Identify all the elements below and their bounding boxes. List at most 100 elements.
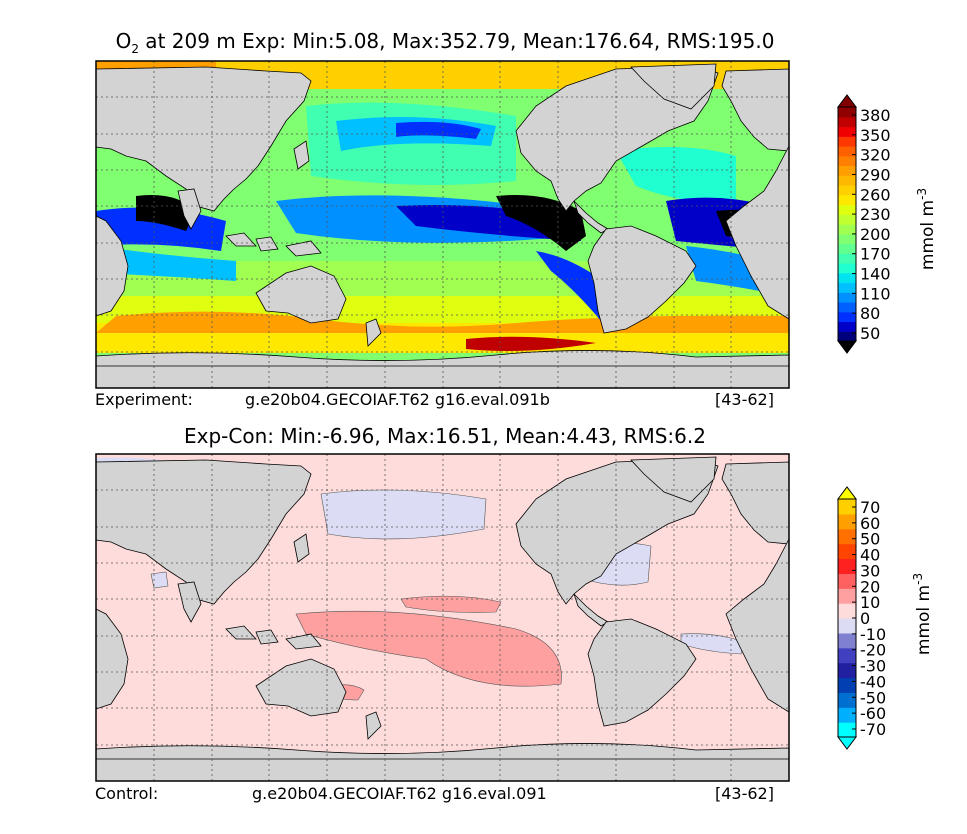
- colorbar-segment: [838, 185, 856, 196]
- top-footer-case: g.e20b04.GECOIAF.T62 g16.eval.091b: [245, 390, 550, 409]
- colorbar-segment: [838, 175, 856, 186]
- colorbar-segment: [838, 603, 856, 619]
- top-map: [95, 60, 790, 389]
- colorbar-segment: [838, 282, 856, 293]
- colorbar-segment: [838, 311, 856, 323]
- colorbar-tick-label: 10: [860, 593, 880, 612]
- colorbar-segment: [838, 677, 856, 693]
- bottom-map-title: Exp-Con: Min:-6.96, Max:16.51, Mean:4.43…: [184, 424, 706, 448]
- top-patch-north-pacific-deep: [396, 121, 481, 139]
- top-footer-years: [43-62]: [715, 390, 774, 409]
- colorbar-tick-label: 230: [860, 205, 891, 224]
- top-patch-peru-upwelling: [536, 251, 601, 321]
- top-colorbar-unit: mmol m-3: [915, 188, 938, 270]
- colorbar-tick-label: 50: [860, 324, 880, 343]
- colorbar-tick-label: -60: [860, 704, 886, 723]
- colorbar-segment: [838, 647, 856, 664]
- colorbar-tick-label: 40: [860, 546, 880, 565]
- top-patch-etp-omz: [496, 195, 586, 251]
- colorbar-segment: [838, 253, 856, 264]
- colorbar-tick-label: 290: [860, 165, 891, 184]
- colorbar-segment: [838, 263, 856, 274]
- colorbar-segment: [838, 272, 856, 284]
- bottom-footer-label: Control:: [95, 784, 159, 803]
- colorbar-tick-label: 200: [860, 225, 891, 244]
- colorbar-extend-max: [837, 94, 857, 108]
- colorbar-segment: [838, 543, 856, 560]
- colorbar-segment: [838, 707, 856, 723]
- bottom-patch-equatorial-pacific: [400, 595, 502, 613]
- colorbar-segment: [838, 116, 856, 128]
- colorbar-extend-min: [837, 340, 857, 354]
- colorbar-segment: [838, 632, 856, 649]
- colorbar-tick-label: 110: [860, 284, 891, 303]
- colorbar-segment: [838, 165, 856, 176]
- colorbar-segment: [838, 331, 856, 342]
- colorbar-segment: [838, 321, 856, 332]
- bottom-patch-arabian: [150, 571, 169, 589]
- colorbar-segment: [838, 136, 856, 147]
- colorbar-segment: [838, 233, 856, 245]
- bottom-map: [95, 453, 790, 782]
- colorbar-segment: [838, 243, 856, 254]
- colorbar-segment: [838, 573, 856, 589]
- top-patch-indian-south: [96, 246, 236, 281]
- top-title-prefix: O: [115, 29, 132, 53]
- top-footer-label: Experiment:: [95, 390, 193, 409]
- bottom-colorbar-unit: mmol m-3: [911, 573, 934, 655]
- colorbar-tick-label: -50: [860, 688, 886, 707]
- colorbar-tick-label: -40: [860, 672, 886, 691]
- colorbar-segment: [838, 292, 856, 303]
- colorbar-segment: [838, 692, 856, 708]
- colorbar-extend-max: [837, 486, 857, 500]
- colorbar-tick-label: 170: [860, 245, 891, 264]
- colorbar-tick-label: -20: [860, 641, 886, 660]
- colorbar-segment: [838, 558, 856, 574]
- bottom-footer-years: [43-62]: [715, 784, 774, 803]
- colorbar-tick-label: 260: [860, 185, 891, 204]
- colorbar-tick-label: 140: [860, 265, 891, 284]
- colorbar-segment: [838, 499, 856, 515]
- bottom-patch-north-pacific: [320, 489, 487, 540]
- colorbar-tick-label: 80: [860, 304, 880, 323]
- bottom-patch-tropical-pacific: [295, 610, 562, 687]
- colorbar-segment: [838, 155, 856, 167]
- colorbar-frame: [837, 106, 857, 342]
- colorbar-tick-label: 50: [860, 530, 880, 549]
- colorbar-segment: [838, 204, 856, 215]
- bottom-footer-case: g.e20b04.GECOIAF.T62 g16.eval.091: [252, 784, 547, 803]
- colorbar-segment: [838, 224, 856, 235]
- colorbar-tick-label: -10: [860, 625, 886, 644]
- colorbar-segment: [838, 662, 856, 679]
- bottom-map-frame: [95, 453, 790, 782]
- colorbar-segment: [838, 513, 856, 530]
- top-map-frame: [95, 60, 790, 389]
- colorbar-segment: [838, 528, 856, 545]
- colorbar-segment: [838, 302, 856, 313]
- colorbar-segment: [838, 107, 856, 118]
- colorbar-tick-label: 20: [860, 577, 880, 596]
- colorbar-tick-label: 60: [860, 514, 880, 533]
- top-map-title: O2 at 209 m Exp: Min:5.08, Max:352.79, M…: [0, 29, 890, 56]
- top-title-text: at 209 m Exp: Min:5.08, Max:352.79, Mean…: [138, 29, 775, 53]
- colorbar-tick-label: 380: [860, 106, 891, 125]
- colorbar-tick-label: -70: [860, 720, 886, 739]
- colorbar-segment: [838, 146, 856, 157]
- colorbar-tick-label: 30: [860, 561, 880, 580]
- colorbar-segment: [838, 214, 856, 225]
- colorbar-tick-label: 0: [860, 609, 870, 628]
- colorbar-segment: [838, 722, 856, 738]
- colorbar-extend-min: [837, 736, 857, 750]
- colorbar-segment: [838, 194, 856, 206]
- colorbar-segment: [838, 588, 856, 604]
- top-patch-southern-max: [466, 336, 596, 351]
- colorbar-tick-label: 70: [860, 498, 880, 517]
- bottom-grid: [96, 454, 789, 781]
- top-title-subscript: 2: [131, 42, 139, 56]
- colorbar-tick-label: 350: [860, 126, 891, 145]
- top-grid: [96, 61, 789, 388]
- colorbar-segment: [838, 618, 856, 634]
